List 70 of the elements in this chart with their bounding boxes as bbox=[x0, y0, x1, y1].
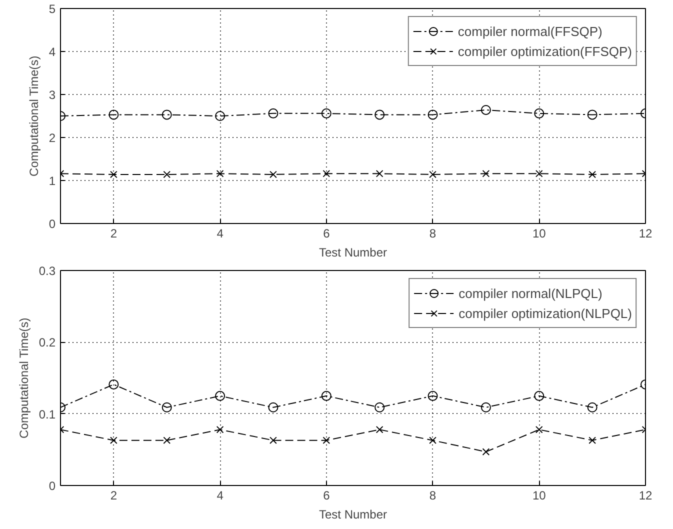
x-tick-label: 12 bbox=[638, 488, 652, 502]
x-tick-label: 4 bbox=[216, 226, 224, 240]
point bbox=[321, 390, 332, 401]
x-tick-label: 2 bbox=[110, 226, 118, 240]
legend-label: compiler optimization(NLPQL) bbox=[458, 306, 632, 320]
point bbox=[376, 426, 384, 434]
point bbox=[322, 436, 330, 444]
y-tick-label: 2 bbox=[48, 131, 56, 145]
point bbox=[482, 448, 490, 456]
point bbox=[429, 436, 436, 444]
point bbox=[163, 436, 171, 444]
point bbox=[215, 111, 226, 121]
point bbox=[270, 436, 277, 444]
y-tick-label: 1 bbox=[48, 174, 56, 188]
point bbox=[268, 402, 278, 412]
point bbox=[162, 110, 172, 120]
point bbox=[588, 436, 596, 444]
point bbox=[374, 402, 385, 412]
point bbox=[428, 390, 438, 401]
point bbox=[480, 104, 491, 115]
point bbox=[321, 108, 332, 118]
point bbox=[535, 426, 543, 434]
y-axis-title: Computational Time(s) bbox=[26, 56, 41, 176]
point bbox=[108, 110, 119, 120]
y-tick-label: 0.2 bbox=[38, 336, 56, 350]
y-tick-label: 0.3 bbox=[38, 264, 56, 278]
point bbox=[480, 402, 491, 412]
y-tick-label: 4 bbox=[48, 45, 56, 59]
point bbox=[587, 110, 598, 120]
y-tick-label: 0 bbox=[48, 217, 56, 231]
point bbox=[216, 426, 224, 434]
point bbox=[215, 390, 226, 401]
x-tick-label: 10 bbox=[532, 488, 546, 502]
point bbox=[535, 170, 543, 178]
point bbox=[587, 402, 598, 412]
x-axis-title: Test Number bbox=[318, 246, 388, 260]
point bbox=[216, 170, 224, 178]
y-axis-title: Computational Time(s) bbox=[16, 318, 31, 438]
x-tick-label: 12 bbox=[638, 226, 652, 240]
point bbox=[428, 110, 438, 120]
point bbox=[268, 108, 278, 118]
point bbox=[322, 170, 330, 178]
y-tick-label: 0 bbox=[48, 479, 56, 493]
y-tick-label: 5 bbox=[48, 2, 56, 16]
point bbox=[110, 170, 118, 178]
point bbox=[163, 170, 171, 178]
point bbox=[534, 390, 544, 401]
point bbox=[162, 402, 172, 412]
y-tick-label: 3 bbox=[48, 88, 56, 102]
point bbox=[108, 379, 119, 390]
x-tick-label: 6 bbox=[323, 488, 330, 502]
point bbox=[270, 170, 277, 178]
x-tick-label: 10 bbox=[532, 226, 546, 240]
x-tick-label: 6 bbox=[323, 226, 330, 240]
legend-label: compiler normal(NLPQL) bbox=[458, 286, 602, 300]
x-tick-label: 2 bbox=[110, 488, 118, 502]
x-tick-label: 8 bbox=[429, 488, 436, 502]
legend-label: compiler normal(FFSQP) bbox=[458, 24, 602, 38]
point bbox=[110, 436, 118, 444]
point bbox=[534, 108, 544, 118]
x-tick-label: 8 bbox=[429, 226, 436, 240]
legend-label: compiler optimization(FFSQP) bbox=[458, 44, 632, 58]
point bbox=[429, 170, 436, 178]
point bbox=[376, 170, 384, 178]
point bbox=[588, 170, 596, 178]
x-tick-label: 4 bbox=[216, 488, 224, 502]
point bbox=[374, 110, 385, 120]
x-axis-title: Test Number bbox=[318, 508, 388, 522]
y-tick-label: 0.1 bbox=[38, 407, 56, 422]
point bbox=[482, 170, 490, 178]
